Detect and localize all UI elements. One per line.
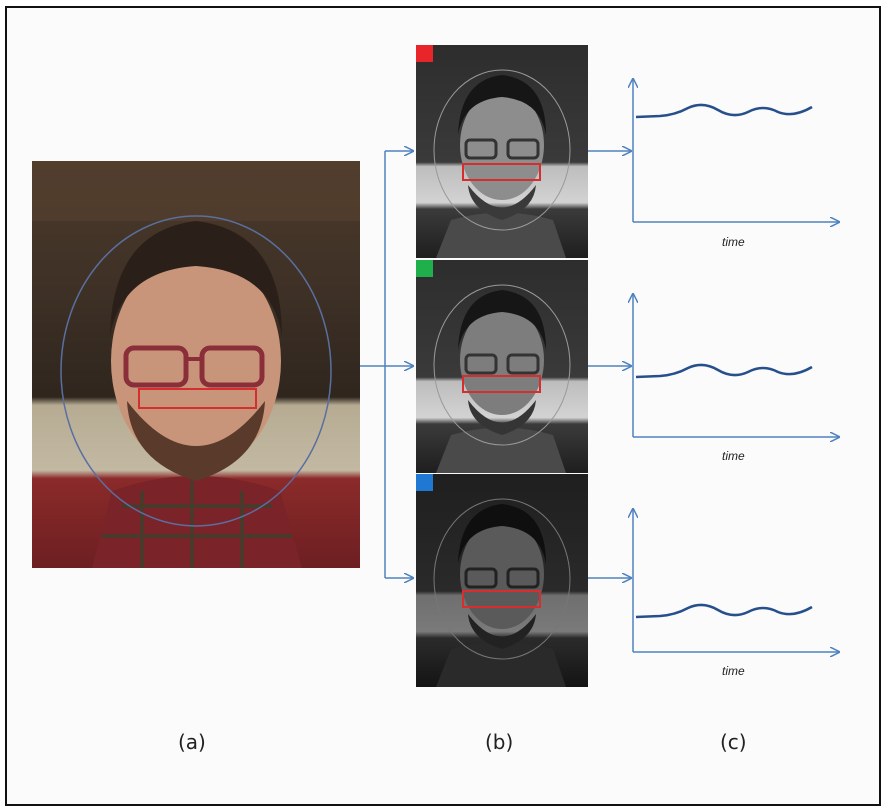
blue-channel-photo: [416, 474, 588, 687]
signal-blue: [635, 603, 813, 619]
blue-channel-face: [433, 498, 571, 687]
signal-arrows: [588, 151, 631, 578]
green-channel-face: [433, 284, 571, 473]
panel-label-b: (b): [485, 730, 514, 754]
panel-label-c: (c): [720, 730, 747, 754]
roi-box-original: [138, 388, 257, 409]
red-channel-face: [433, 69, 571, 258]
face-illustration: [32, 161, 360, 568]
signal-green: [635, 363, 813, 379]
plot-axes: [633, 79, 839, 652]
red-channel-photo: [416, 45, 588, 258]
green-channel-photo: [416, 260, 588, 473]
green-channel-swatch: [416, 260, 433, 277]
roi-box-red-channel: [462, 163, 541, 181]
plot-3-axis-label: time: [722, 664, 745, 678]
plot-1-axis-label: time: [722, 235, 745, 249]
plot-2-axis-label: time: [722, 449, 745, 463]
original-face-photo: [32, 161, 360, 568]
panel-label-a: (a): [178, 730, 206, 754]
signal-red: [635, 103, 813, 119]
red-channel-swatch: [416, 45, 433, 62]
blue-channel-swatch: [416, 474, 433, 491]
roi-box-blue-channel: [462, 590, 541, 608]
split-arrows: [360, 151, 413, 578]
roi-box-green-channel: [462, 375, 541, 393]
